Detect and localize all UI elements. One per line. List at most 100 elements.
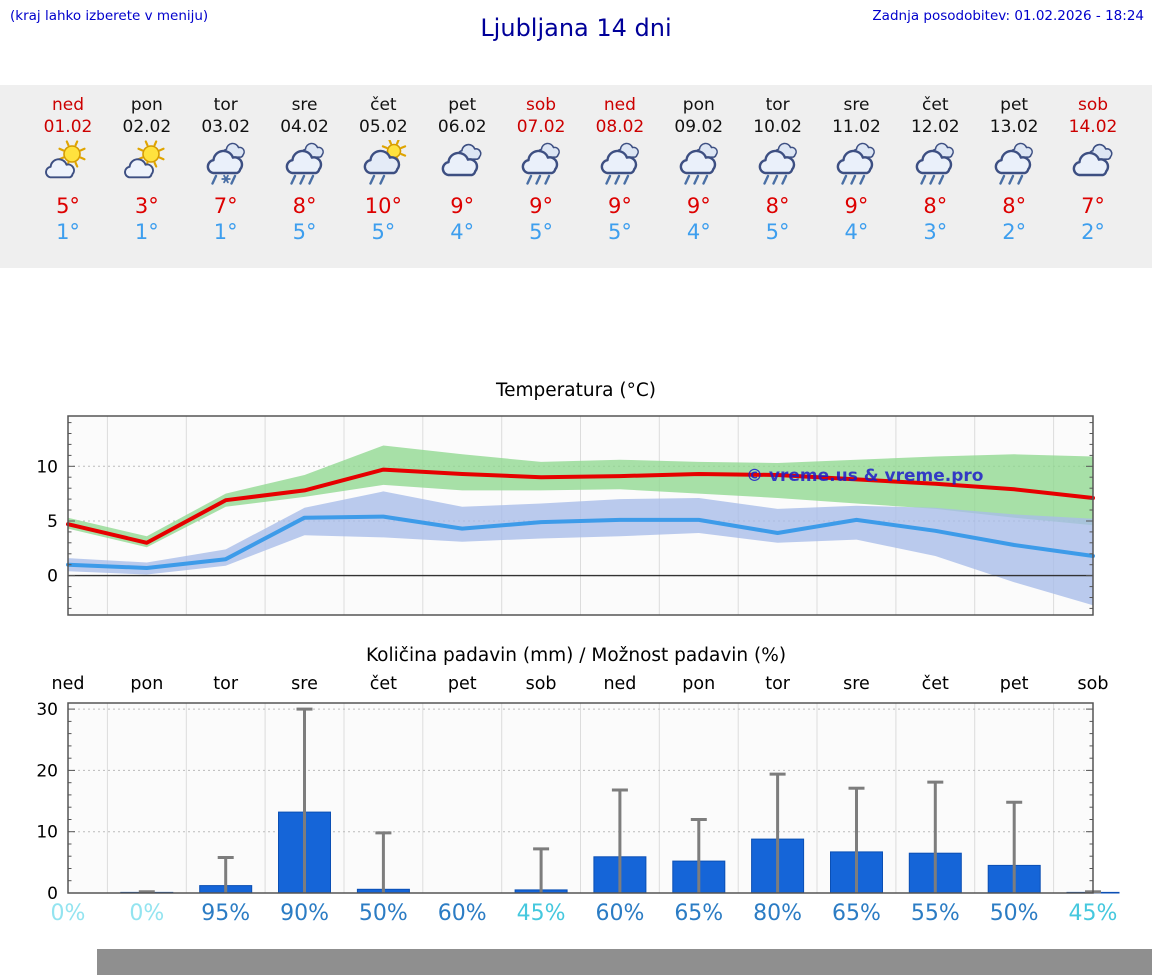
day-date: 04.02 — [280, 117, 329, 138]
forecast-day: sre 04.02 8° 5° — [265, 85, 345, 244]
day-date: 13.02 — [989, 117, 1039, 138]
precip-day-label: sob — [1077, 674, 1109, 694]
day-name: sre — [291, 95, 318, 115]
temp-min: 2° — [1081, 220, 1105, 245]
temp-min: 3° — [923, 220, 948, 245]
temp-max: 9° — [607, 194, 632, 219]
forecast-day: sob 07.02 9° 5° — [501, 85, 581, 244]
precip-day-label: pon — [130, 674, 164, 694]
day-name: pon — [130, 95, 163, 115]
rain-icon — [738, 140, 818, 190]
forecast-day: tor 03.02 7° 1° — [186, 85, 266, 244]
precip-day-label: sob — [525, 674, 557, 694]
day-name: ned — [603, 95, 636, 115]
precip-probability: 0% — [50, 901, 86, 926]
forecast-day: sob 14.02 7° 2° — [1053, 85, 1133, 244]
temp-max: 8° — [1002, 194, 1027, 219]
temp-max: 8° — [923, 194, 948, 219]
day-date: 01.02 — [43, 117, 93, 138]
day-name: čet — [922, 95, 949, 115]
precip-probability: 55% — [910, 901, 960, 926]
precip-probability: 60% — [437, 901, 487, 926]
forecast-day: tor 10.02 8° 5° — [738, 85, 818, 244]
day-name: ned — [51, 95, 85, 115]
temp-max: 9° — [686, 194, 711, 219]
precip-day-label: sre — [291, 674, 318, 694]
day-date: 10.02 — [753, 117, 802, 138]
forecast-day: čet 05.02 10° 5° — [343, 85, 423, 244]
precip-probability: 65% — [674, 901, 724, 926]
precip-probability: 45% — [1068, 901, 1118, 926]
precip-probability: 90% — [280, 901, 329, 926]
rain-icon — [974, 140, 1054, 190]
rain-icon — [265, 140, 345, 190]
temp-max: 9° — [450, 194, 475, 219]
day-date: 11.02 — [832, 117, 881, 138]
temp-min: 1° — [134, 220, 159, 245]
forecast-day: pet 13.02 8° 2° — [974, 85, 1054, 244]
forecast-day: pon 02.02 3° 1° — [107, 85, 187, 244]
temp-min: 5° — [529, 220, 553, 245]
temp-min: 1° — [56, 220, 80, 245]
location-note: (kraj lahko izberete v meniju) — [10, 8, 209, 24]
temp-min: 5° — [607, 220, 632, 245]
day-date: 14.02 — [1068, 117, 1118, 138]
forecast-day: čet 12.02 8° 3° — [895, 85, 975, 244]
temp-max: 8° — [292, 194, 317, 219]
forecast-day: ned 08.02 9° 5° — [580, 85, 660, 244]
day-name: čet — [370, 95, 397, 115]
precip-probabilities-row: 0% 0% 95% 90% 50% 60% 45% 60% 65% 80% 65% 55% 50% 45% — [0, 901, 1152, 931]
rain-icon — [816, 140, 896, 190]
day-date: 02.02 — [122, 117, 172, 138]
precip-probability: 95% — [201, 901, 251, 926]
precip-probability: 50% — [989, 901, 1039, 926]
temp-max: 8° — [765, 194, 790, 219]
precip-day-label: tor — [765, 674, 790, 694]
precip-probability: 65% — [832, 901, 881, 926]
forecast-day: pon 09.02 9° 4° — [659, 85, 739, 244]
svg-text:0: 0 — [47, 567, 58, 587]
precip-day-labels-row: ned pon tor sre čet pet sob ned pon tor sre čet pet s… — [0, 674, 1152, 698]
forecast-day: pet 06.02 9° 4° — [422, 85, 502, 244]
precip-day-label: ned — [51, 674, 85, 694]
cloud-icon — [422, 140, 502, 190]
day-date: 12.02 — [910, 117, 960, 138]
day-date: 08.02 — [595, 117, 645, 138]
precip-probability: 60% — [595, 901, 645, 926]
temperature-chart: 0 5 10 — [36, 415, 1095, 616]
precip-probability: 80% — [753, 901, 803, 926]
temp-max: 7° — [213, 194, 238, 219]
rain-icon — [659, 140, 739, 190]
svg-text:5: 5 — [47, 512, 58, 532]
temp-chart-title: Temperatura (°C) — [495, 380, 657, 401]
temp-max: 9° — [529, 194, 553, 219]
day-date: 05.02 — [359, 117, 408, 138]
precip-probability: 0% — [129, 901, 165, 926]
svg-text:30: 30 — [36, 700, 58, 720]
temp-min: 4° — [450, 220, 475, 245]
rain-icon — [501, 140, 581, 190]
precip-day-label: sre — [843, 674, 870, 694]
precipitation-chart: 0 10 20 30 — [36, 700, 1120, 904]
svg-text:0: 0 — [47, 884, 58, 904]
page-title: Ljubljana 14 dni — [480, 14, 672, 42]
watermark-text: © vreme.us & vreme.pro — [746, 466, 984, 486]
svg-text:10: 10 — [36, 823, 58, 843]
temp-max: 5° — [56, 194, 80, 219]
temp-min: 5° — [292, 220, 317, 245]
forecast-day: sre 11.02 9° 4° — [816, 85, 896, 244]
precip-probability: 50% — [358, 901, 408, 926]
day-date: 06.02 — [437, 117, 487, 138]
sun-cloud-icon — [28, 140, 108, 190]
temp-min: 5° — [765, 220, 790, 245]
precip-day-label: čet — [369, 674, 397, 694]
footer-bar — [97, 949, 1152, 975]
day-date: 03.02 — [201, 117, 251, 138]
rain-icon — [580, 140, 660, 190]
day-name: sob — [1077, 95, 1109, 115]
day-name: pet — [448, 95, 477, 115]
sun-cloud-icon — [107, 140, 187, 190]
temp-min: 1° — [213, 220, 238, 245]
forecast-day: ned 01.02 5° 1° — [28, 85, 108, 244]
temp-max: 9° — [844, 194, 869, 219]
